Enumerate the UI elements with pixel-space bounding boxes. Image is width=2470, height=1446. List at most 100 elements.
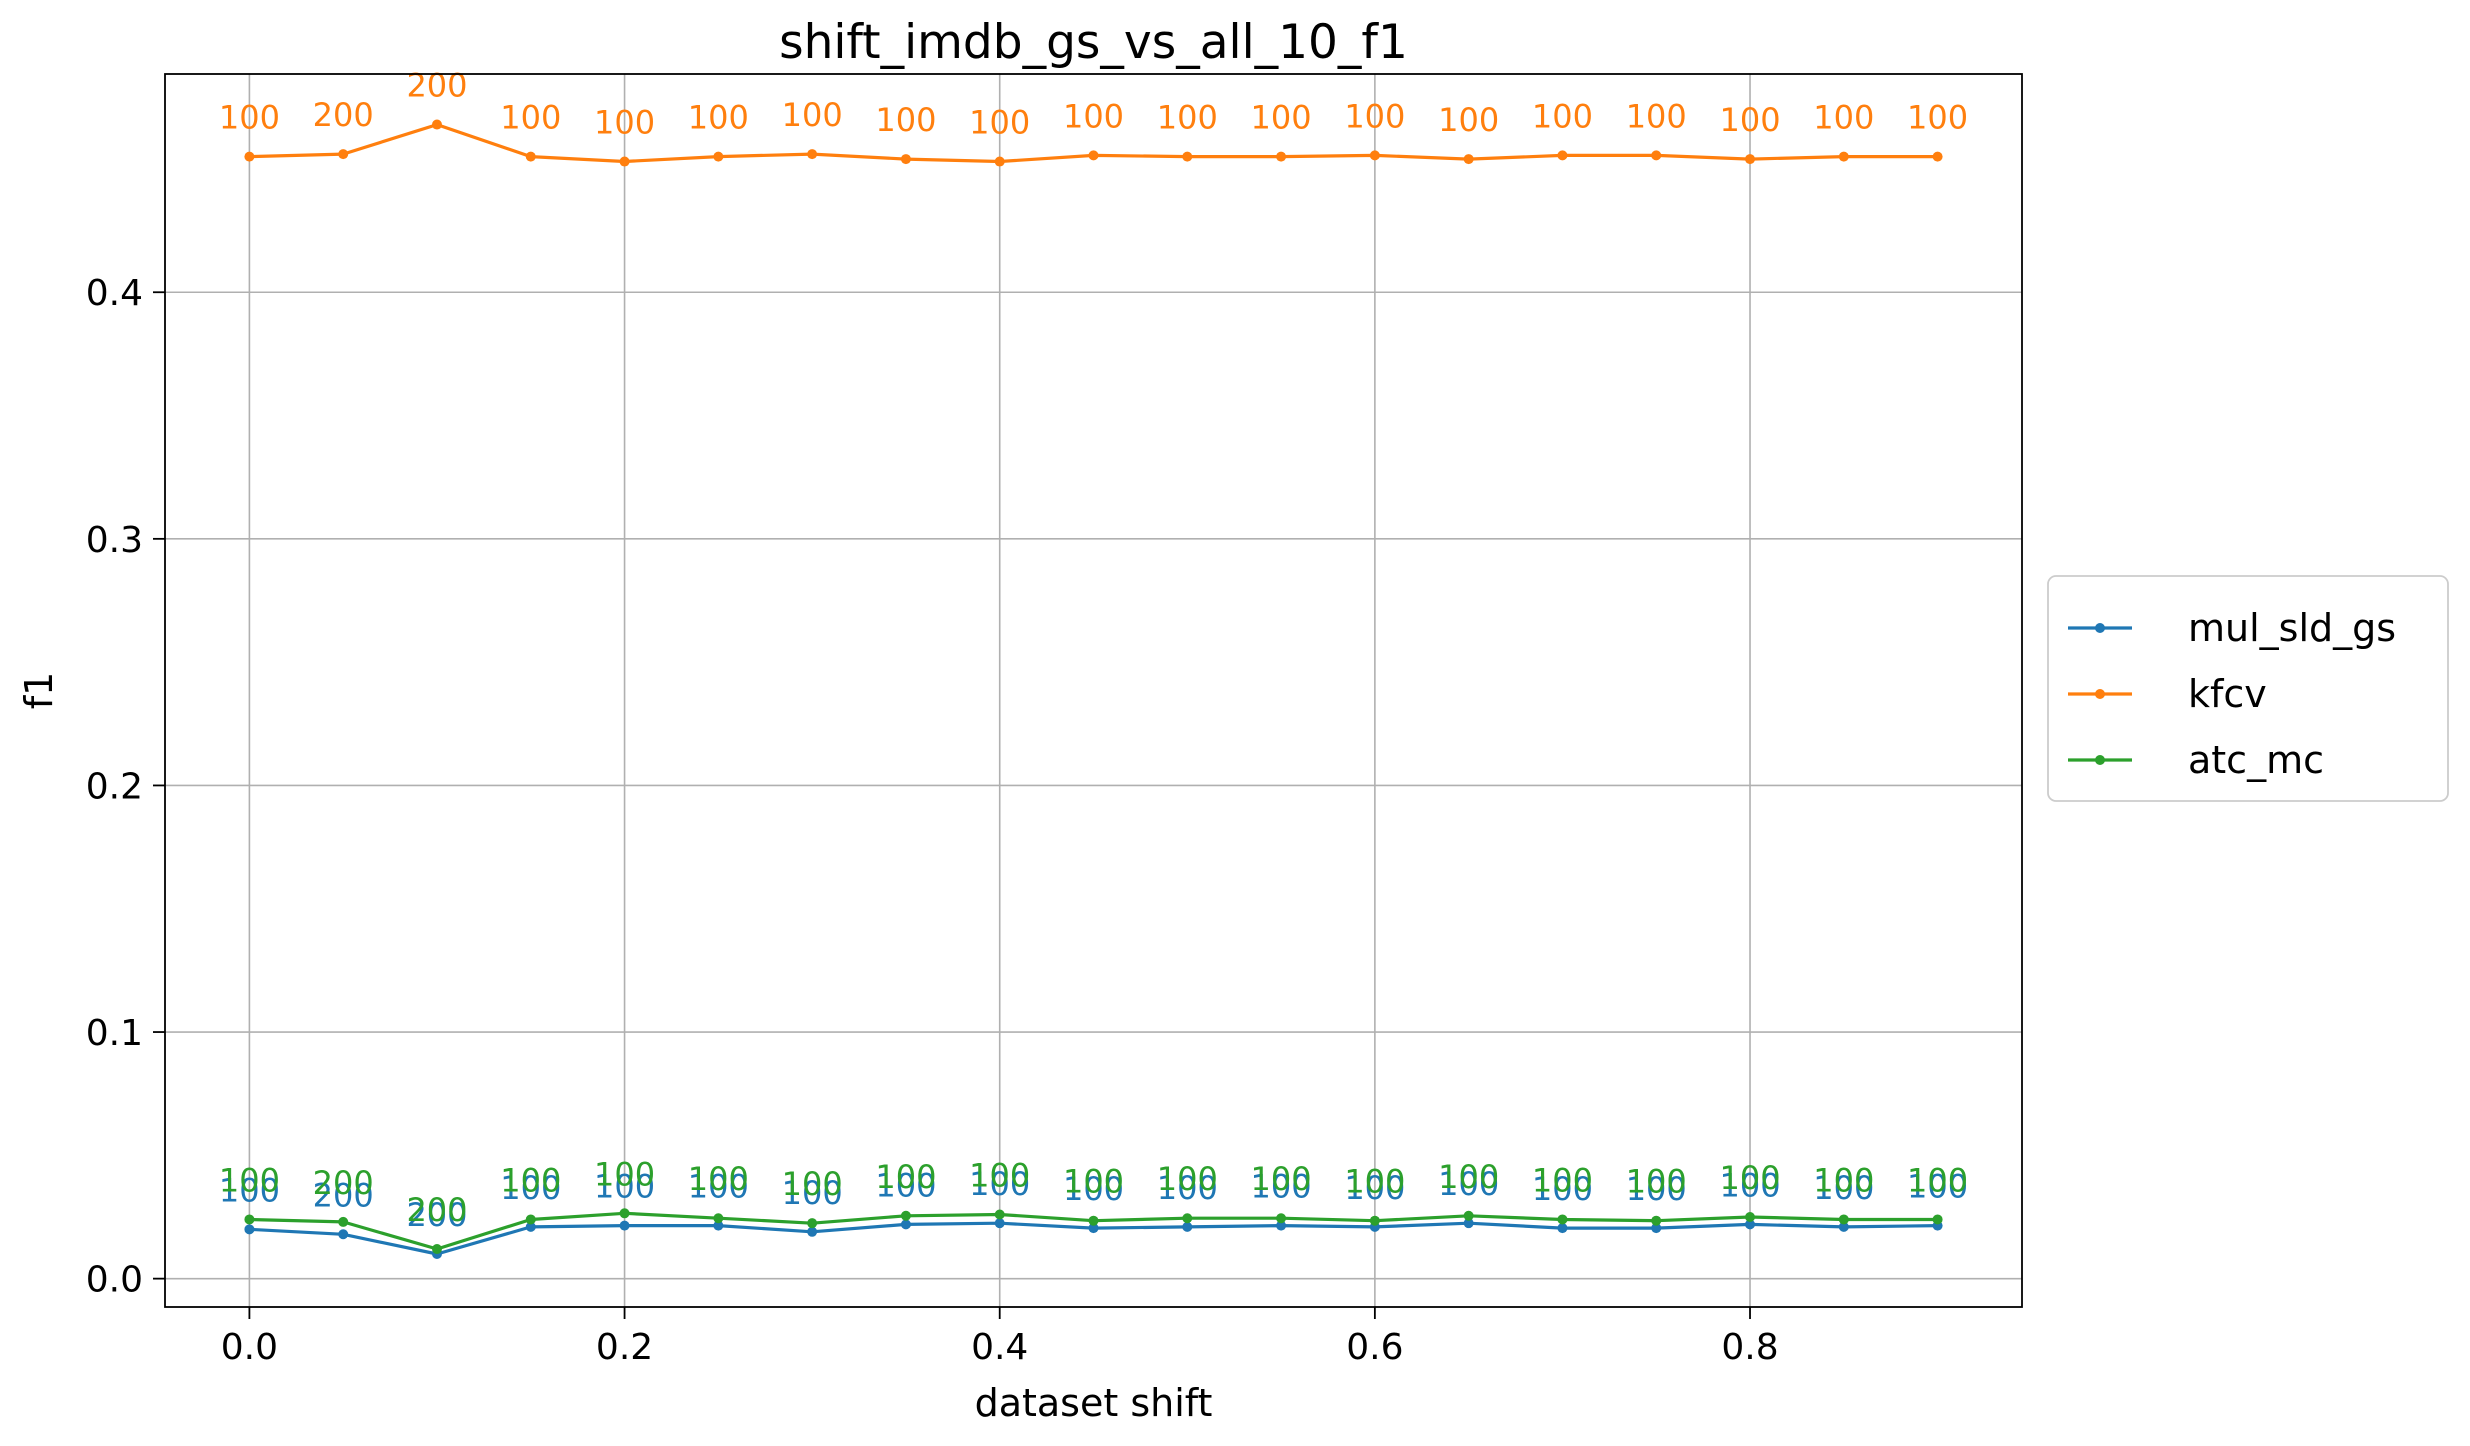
data-label-atc_mc: 100 <box>1907 1161 1968 1199</box>
data-point-atc_mc <box>244 1214 255 1225</box>
data-label-kfcv: 100 <box>219 99 280 137</box>
data-point-mul_sld_gs <box>1182 1221 1193 1232</box>
data-label-kfcv: 100 <box>1438 101 1499 139</box>
data-point-atc_mc <box>994 1209 1005 1220</box>
data-label-atc_mc: 100 <box>782 1165 843 1203</box>
data-point-mul_sld_gs <box>1088 1223 1099 1234</box>
x-tick-label: 0.0 <box>221 1327 278 1368</box>
data-label-kfcv: 100 <box>1157 99 1218 137</box>
data-point-mul_sld_gs <box>807 1226 818 1237</box>
data-label-atc_mc: 100 <box>1626 1163 1687 1201</box>
data-point-kfcv <box>994 156 1005 167</box>
legend-entry-atc_mc: atc_mc <box>2188 738 2324 782</box>
data-point-atc_mc <box>1651 1215 1662 1226</box>
series-lines <box>244 119 1943 1259</box>
data-point-mul_sld_gs <box>525 1221 536 1232</box>
data-point-kfcv <box>1276 151 1287 162</box>
data-label-kfcv: 200 <box>406 67 467 105</box>
data-point-atc_mc <box>1745 1211 1756 1222</box>
legend-marker-kfcv <box>2095 689 2105 699</box>
data-label-mul_sld_gs: 100 <box>1626 1170 1687 1208</box>
data-point-kfcv <box>338 149 349 160</box>
data-point-mul_sld_gs <box>994 1218 1005 1229</box>
data-label-mul_sld_gs: 100 <box>1438 1165 1499 1203</box>
y-axis-label: f1 <box>17 672 61 710</box>
data-point-kfcv <box>1651 150 1662 161</box>
data-label-atc_mc: 200 <box>313 1164 374 1202</box>
data-point-kfcv <box>713 151 724 162</box>
grid-lines <box>165 74 2022 1307</box>
data-label-atc_mc: 100 <box>1438 1158 1499 1196</box>
chart-title: shift_imdb_gs_vs_all_10_f1 <box>779 15 1408 70</box>
data-point-kfcv <box>244 151 255 162</box>
data-point-kfcv <box>1932 151 1943 162</box>
data-point-kfcv <box>1182 151 1193 162</box>
data-point-kfcv <box>1838 151 1849 162</box>
y-tick-label: 0.1 <box>86 1013 143 1054</box>
data-label-kfcv: 100 <box>688 99 749 137</box>
data-label-kfcv: 100 <box>594 104 655 142</box>
data-label-mul_sld_gs: 100 <box>969 1165 1030 1203</box>
data-label-kfcv: 100 <box>500 99 561 137</box>
data-point-atc_mc <box>1932 1214 1943 1225</box>
data-label-mul_sld_gs: 100 <box>1344 1169 1405 1207</box>
data-point-mul_sld_gs <box>1276 1220 1287 1231</box>
data-label-kfcv: 200 <box>313 96 374 134</box>
y-tick-label: 0.0 <box>86 1260 143 1301</box>
data-label-kfcv: 100 <box>969 104 1030 142</box>
data-point-kfcv <box>619 156 630 167</box>
data-point-kfcv <box>1463 154 1474 165</box>
legend-marker-atc_mc <box>2095 755 2105 765</box>
y-tick-label: 0.3 <box>86 520 143 561</box>
data-point-atc_mc <box>1838 1214 1849 1225</box>
data-point-atc_mc <box>1463 1210 1474 1221</box>
data-label-kfcv: 100 <box>1344 97 1405 135</box>
data-point-mul_sld_gs <box>338 1229 349 1240</box>
data-point-kfcv <box>431 119 442 130</box>
data-point-atc_mc <box>1088 1215 1099 1226</box>
data-label-atc_mc: 100 <box>688 1160 749 1198</box>
data-label-mul_sld_gs: 100 <box>1813 1169 1874 1207</box>
data-label-kfcv: 100 <box>1813 99 1874 137</box>
x-tick-label: 0.4 <box>971 1327 1028 1368</box>
data-point-atc_mc <box>525 1214 536 1225</box>
axis-ticks: 0.0 0.2 0.4 0.6 0.8 0.0 0.1 0.2 0.3 0.4 <box>86 273 1779 1368</box>
data-label-atc_mc: 100 <box>875 1158 936 1196</box>
data-label-kfcv: 100 <box>1532 97 1593 135</box>
data-label-mul_sld_gs: 100 <box>1157 1169 1218 1207</box>
legend-entry-mul_sld_gs: mul_sld_gs <box>2188 606 2396 650</box>
data-label-kfcv: 100 <box>1063 97 1124 135</box>
data-label-atc_mc: 100 <box>219 1161 280 1199</box>
data-label-mul_sld_gs: 200 <box>313 1176 374 1214</box>
data-label-kfcv: 100 <box>1626 97 1687 135</box>
data-point-mul_sld_gs <box>1838 1221 1849 1232</box>
data-label-mul_sld_gs: 100 <box>1907 1168 1968 1206</box>
data-label-atc_mc: 100 <box>1157 1160 1218 1198</box>
data-label-atc_mc: 100 <box>1813 1161 1874 1199</box>
data-point-mul_sld_gs <box>1745 1219 1756 1230</box>
plot-area-frame <box>164 73 2023 1308</box>
data-label-kfcv: 100 <box>782 96 843 134</box>
data-label-mul_sld_gs: 100 <box>1251 1168 1312 1206</box>
x-tick-label: 0.2 <box>596 1327 653 1368</box>
data-label-kfcv: 100 <box>875 101 936 139</box>
data-label-atc_mc: 100 <box>1344 1163 1405 1201</box>
data-label-kfcv: 100 <box>1907 99 1968 137</box>
data-point-mul_sld_gs <box>900 1219 911 1230</box>
data-point-atc_mc <box>900 1210 911 1221</box>
data-label-mul_sld_gs: 100 <box>1532 1170 1593 1208</box>
data-label-mul_sld_gs: 100 <box>782 1174 843 1212</box>
data-label-kfcv: 100 <box>1251 99 1312 137</box>
data-point-kfcv <box>1745 154 1756 165</box>
data-label-atc_mc: 100 <box>1719 1159 1780 1197</box>
data-point-atc_mc <box>713 1213 724 1224</box>
data-label-atc_mc: 100 <box>594 1155 655 1193</box>
legend-box <box>2047 575 2449 802</box>
data-label-kfcv: 100 <box>1719 101 1780 139</box>
data-label-atc_mc: 100 <box>1532 1161 1593 1199</box>
data-point-kfcv <box>1369 150 1380 161</box>
data-point-kfcv <box>525 151 536 162</box>
data-point-mul_sld_gs <box>244 1224 255 1235</box>
